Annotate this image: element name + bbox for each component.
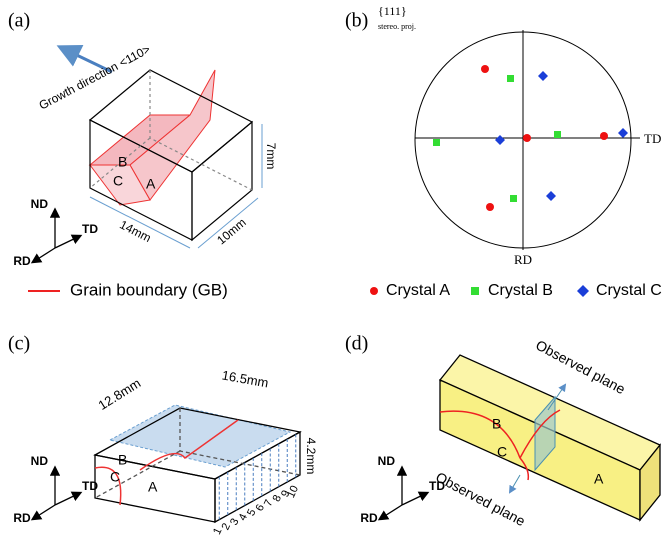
legend-label: Crystal C bbox=[596, 282, 662, 299]
axis-label: ND bbox=[378, 454, 396, 468]
axis-label: RD bbox=[13, 254, 31, 268]
axis-label: TD bbox=[644, 131, 661, 146]
grain-label: A bbox=[146, 176, 156, 192]
projection-subheader: stereo. proj. bbox=[378, 22, 416, 31]
panel-d: (d) Observed plane Observed plane B C A … bbox=[345, 333, 662, 530]
dim-label: 7mm bbox=[264, 143, 278, 170]
axis-label: ND bbox=[31, 197, 49, 211]
axis-label: TD bbox=[82, 479, 98, 493]
dim-label: 4.2mm bbox=[304, 438, 318, 475]
grain-label: C bbox=[497, 444, 507, 460]
box bbox=[93, 407, 302, 524]
legend-marker bbox=[577, 285, 589, 297]
slice-label: 7 bbox=[262, 498, 275, 509]
legend-marker bbox=[370, 287, 378, 295]
axis-triad bbox=[30, 465, 83, 521]
growth-arrow bbox=[56, 44, 113, 74]
axis-label: ND bbox=[31, 454, 49, 468]
slice-label: 9 bbox=[279, 488, 292, 499]
plane-arrow bbox=[508, 474, 521, 494]
slice-label: 3 bbox=[228, 517, 241, 528]
grain-boundary bbox=[139, 419, 239, 471]
grain-label: A bbox=[148, 479, 158, 495]
panel-label: (d) bbox=[345, 333, 368, 355]
grain-label: C bbox=[110, 469, 120, 485]
grain-boundary bbox=[439, 409, 561, 481]
dim-label: 12.8mm bbox=[96, 375, 144, 413]
grain-label: B bbox=[118, 452, 127, 468]
plane-label: Observed plane bbox=[533, 337, 628, 398]
panel-a: (a) Growth direction <110> 7mm 14mm 10mm… bbox=[8, 10, 278, 300]
dim-lines bbox=[89, 124, 263, 249]
pole-a bbox=[481, 65, 608, 211]
grain-label: B bbox=[492, 416, 501, 432]
legend-label: Grain boundary (GB) bbox=[70, 280, 228, 299]
grain-boundary bbox=[94, 466, 122, 506]
panel-label: (a) bbox=[8, 10, 30, 32]
grain-label: B bbox=[118, 154, 127, 170]
axis-label: RD bbox=[13, 511, 31, 525]
plane-arrow bbox=[547, 383, 567, 411]
growth-label: Growth direction <110> bbox=[37, 42, 153, 113]
axis-label: RD bbox=[514, 252, 532, 267]
legend-marker bbox=[471, 287, 479, 295]
legend-label: Crystal A bbox=[386, 282, 450, 299]
axis-triad bbox=[30, 207, 83, 264]
axis-triad bbox=[377, 465, 430, 521]
pole-b bbox=[433, 75, 561, 202]
box bbox=[88, 69, 254, 242]
dim-label: 14mm bbox=[117, 217, 153, 245]
panel-c: (c) B C A 12.8mm 16.5mm 4.2mm 1234567891… bbox=[8, 333, 318, 537]
legend-label: Crystal B bbox=[488, 282, 553, 299]
grain-label: C bbox=[113, 173, 123, 189]
axis-label: TD bbox=[82, 222, 98, 236]
slice-label: 10 bbox=[285, 484, 301, 500]
axis-label: TD bbox=[429, 479, 445, 493]
pole-c bbox=[495, 71, 628, 201]
slice-label: 5 bbox=[245, 507, 258, 518]
slice-label: 6 bbox=[254, 503, 267, 514]
plane-label: Observed plane bbox=[433, 469, 528, 530]
slice-label: 1 bbox=[211, 526, 224, 537]
axis-label: RD bbox=[360, 511, 378, 525]
observed-plane bbox=[534, 395, 556, 472]
dim-label: 16.5mm bbox=[221, 367, 270, 390]
sample-region bbox=[108, 404, 292, 468]
slice-label: 4 bbox=[237, 512, 250, 523]
panel-label: (c) bbox=[8, 333, 30, 355]
panel-b: (b) {111} stereo. proj. TD RD Crystal A … bbox=[345, 4, 662, 299]
projection-header: {111} bbox=[378, 4, 407, 18]
grain-label: A bbox=[594, 471, 604, 487]
panel-label: (b) bbox=[345, 10, 368, 32]
slice-label: 8 bbox=[271, 493, 284, 504]
slice-label: 2 bbox=[220, 521, 233, 532]
